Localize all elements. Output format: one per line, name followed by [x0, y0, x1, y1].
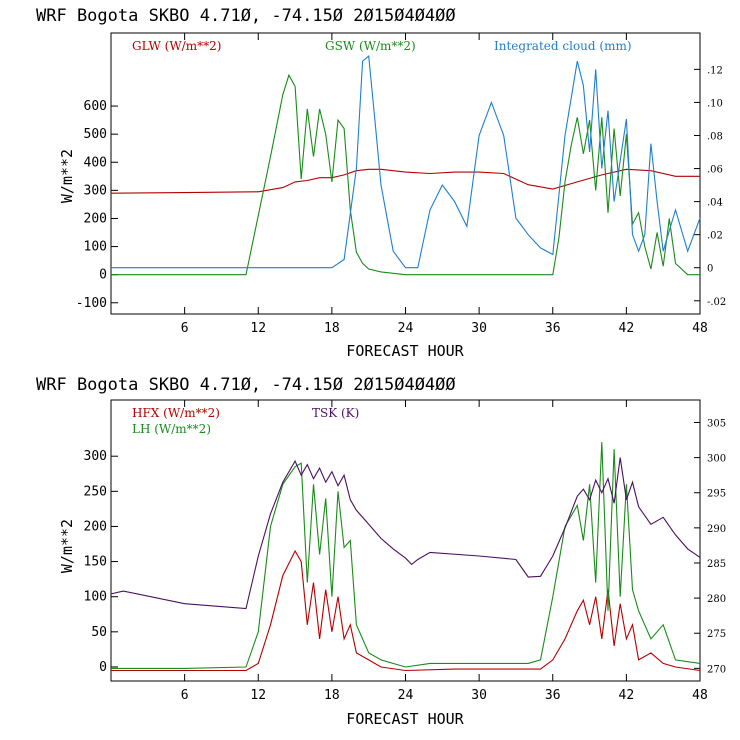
top-y-tick-label: 0 [99, 268, 107, 283]
bottom-y-tick-label: 100 [84, 590, 107, 605]
top-x-axis-label: FORECAST HOUR [346, 342, 464, 360]
top-y2-tick-label: 0 [707, 264, 713, 275]
bottom-series-lh-line [111, 442, 701, 669]
top-y-tick-label: 400 [84, 155, 107, 170]
bottom-chart-title: WRF Bogota SKBO 4.71Ø, -74.15Ø 2Ø15Ø4Ø4Ø… [36, 375, 456, 395]
top-y2-tick-label: .12 [707, 65, 723, 76]
top-y-tick-label: 600 [84, 99, 107, 114]
top-x-tick-label: 48 [692, 321, 708, 336]
top-y-tick-label: 200 [84, 211, 107, 226]
bottom-y-tick-label: 200 [84, 519, 107, 534]
bottom-y2-tick-label: 280 [707, 594, 726, 605]
top-plot-frame [110, 32, 701, 315]
bottom-series-hfx-line [111, 549, 701, 672]
bottom-y2-tick-label: 305 [707, 418, 726, 429]
bottom-x-tick-label: 24 [398, 688, 414, 703]
top-chart-marks: 6 12 18 24 30 36 42 48 -100 0 100 200 300 400 500 600 -.… [76, 33, 726, 336]
bottom-x-tick-label: 30 [471, 688, 487, 703]
bottom-x-tick-label: 12 [250, 688, 266, 703]
bottom-x-tick-label: 6 [181, 688, 189, 703]
top-chart-title: WRF Bogota SKBO 4.71Ø, -74.15Ø 2Ø15Ø4Ø4Ø… [36, 6, 456, 26]
bottom-y-tick-label: 250 [84, 484, 107, 499]
top-y2-tick-label: -.02 [707, 297, 726, 308]
bottom-series-tsk-line [110, 457, 701, 610]
top-x-tick-label: 12 [250, 321, 266, 336]
top-y-tick-label: 300 [84, 183, 107, 198]
top-x-tick-label: 42 [619, 321, 635, 336]
bottom-x-axis-label: FORECAST HOUR [346, 710, 464, 728]
bottom-y2-tick-label: 270 [707, 664, 726, 675]
top-y2-tick-label: .08 [707, 131, 723, 142]
top-y2-tick-label: .10 [707, 98, 723, 109]
legend-hfx: HFX (W/m**2) [132, 406, 220, 420]
bottom-y2-tick-label: 295 [707, 489, 726, 500]
bottom-y2-tick-label: 290 [707, 524, 726, 535]
bottom-y-tick-label: 50 [91, 625, 107, 640]
top-x-tick-label: 36 [545, 321, 561, 336]
bottom-y2-tick-label: 275 [707, 629, 726, 640]
legend-glw: GLW (W/m**2) [132, 39, 221, 53]
legend-tsk: TSK (K) [312, 406, 359, 420]
bottom-y-tick-label: 150 [84, 555, 107, 570]
legend-gsw: GSW (W/m**2) [325, 39, 416, 53]
top-series-integrated-line [111, 55, 701, 269]
top-x-tick-label: 30 [471, 321, 487, 336]
bottom-x-tick-label: 18 [324, 688, 340, 703]
top-y-tick-label: 100 [84, 240, 107, 255]
top-y-axis-label: W/m**2 [58, 149, 76, 203]
bottom-y-tick-label: 0 [99, 660, 107, 675]
bottom-y2-tick-label: 300 [707, 454, 726, 465]
bottom-chart-marks: 6 12 18 24 30 36 42 48 0 50 100 150 200 250 300 270 275 2… [84, 400, 726, 703]
top-y-tick-label: -100 [76, 296, 107, 311]
bottom-x-tick-label: 48 [692, 688, 708, 703]
top-y-tick-label: 500 [84, 127, 107, 142]
top-x-tick-label: 18 [324, 321, 340, 336]
top-y2-tick-label: .02 [707, 231, 723, 242]
bottom-plot-frame [110, 399, 701, 682]
top-x-tick-label: 24 [398, 321, 414, 336]
legend-integrated-cloud: Integrated cloud (mm) [494, 39, 632, 53]
top-series-glw-line [110, 168, 700, 194]
top-y2-tick-label: .04 [707, 198, 723, 209]
bottom-y-tick-label: 300 [84, 449, 107, 464]
bottom-y-axis-label: W/m**2 [58, 519, 76, 573]
top-x-tick-label: 6 [181, 321, 189, 336]
top-y2-tick-label: .06 [707, 165, 723, 176]
bottom-x-tick-label: 36 [545, 688, 561, 703]
bottom-y2-tick-label: 285 [707, 559, 726, 570]
top-series-gsw-line [111, 73, 700, 276]
bottom-x-tick-label: 42 [619, 688, 635, 703]
legend-lh: LH (W/m**2) [132, 422, 211, 436]
